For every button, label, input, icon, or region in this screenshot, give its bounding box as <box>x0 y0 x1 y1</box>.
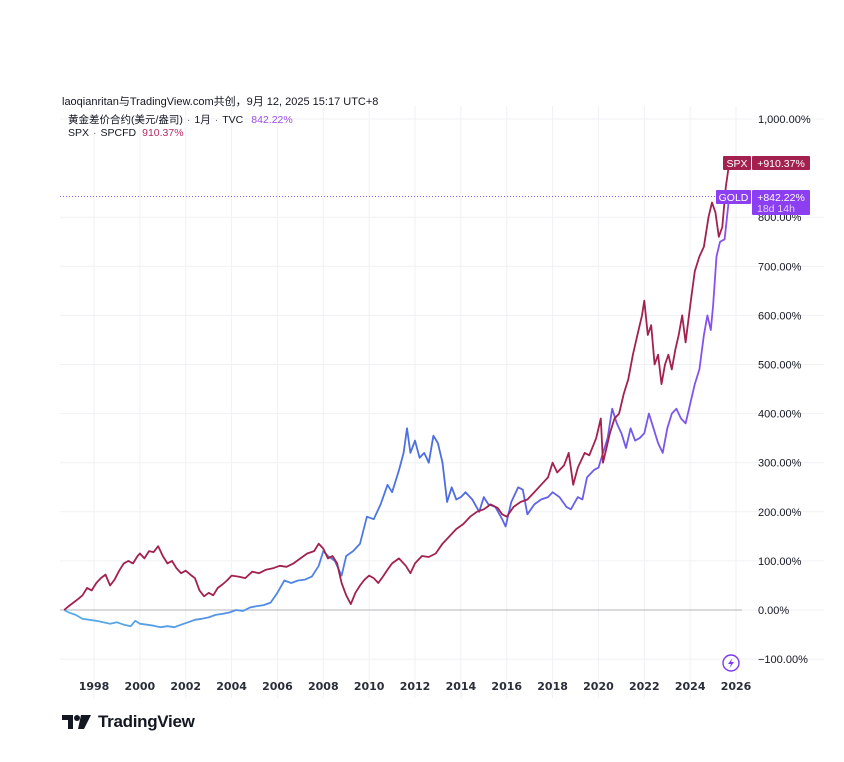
y-tick-label: −100.00% <box>758 654 808 666</box>
gold-badge-value: +842.22% <box>757 192 805 204</box>
y-tick-label: 0.00% <box>758 605 789 617</box>
legend-spx-source: SPCFD <box>100 127 137 139</box>
x-tick-label: 2020 <box>583 680 614 693</box>
x-tick-label: 2014 <box>446 680 477 693</box>
gold-badge-countdown: 18d 14h <box>757 203 795 215</box>
y-tick-label: 200.00% <box>758 507 802 519</box>
gold-badge-label: GOLD <box>719 192 749 204</box>
x-tick-label: 2012 <box>400 680 431 693</box>
x-tick-label: 2006 <box>262 680 293 693</box>
y-tick-label: 600.00% <box>758 310 802 322</box>
x-tick-label: 2026 <box>721 680 752 693</box>
y-tick-label: 400.00% <box>758 409 802 421</box>
tradingview-wordmark: TradingView <box>98 712 195 731</box>
legend-gold-interval: 1月 <box>194 114 211 126</box>
x-tick-label: 2000 <box>125 680 156 693</box>
spx-series-line <box>63 162 731 611</box>
x-tick-label: 2008 <box>308 680 339 693</box>
legend-spx-value: 910.37% <box>142 127 184 139</box>
x-tick-label: 2016 <box>491 680 522 693</box>
x-tick-label: 2004 <box>216 680 247 693</box>
legend: 黄金差价合约(美元/盎司) · 1月 · TVC 842.22% SPX · S… <box>68 114 293 140</box>
y-tick-label: 300.00% <box>758 458 802 470</box>
grid <box>60 106 824 698</box>
time-axis[interactable]: 1998 2000 2002 2004 2006 2008 2010 2012 2014 2016… <box>79 680 752 693</box>
spx-badge-label: SPX <box>726 158 747 170</box>
x-tick-label: 2018 <box>537 680 568 693</box>
legend-row-gold[interactable]: 黄金差价合约(美元/盎司) · 1月 · TVC 842.22% <box>68 114 293 126</box>
gold-price-badge[interactable]: GOLD +842.22%18d 14h <box>716 190 810 215</box>
y-tick-label: 100.00% <box>758 556 802 568</box>
chart-attribution: laoqianritan与TradingView.com共创，9月 12, 20… <box>62 96 379 108</box>
tradingview-logo[interactable]: TradingView <box>62 712 195 732</box>
legend-row-spx[interactable]: SPX · SPCFD 910.37% <box>68 127 184 139</box>
x-tick-label: 2022 <box>629 680 660 693</box>
y-tick-label: 700.00% <box>758 261 802 273</box>
legend-spx-name: SPX <box>68 127 90 139</box>
y-tick-label: 500.00% <box>758 360 802 372</box>
spx-price-badge[interactable]: SPX +910.37% <box>723 156 810 170</box>
x-tick-label: 2010 <box>354 680 385 693</box>
lightning-bolt-icon[interactable] <box>722 654 740 672</box>
tradingview-logo-icon <box>62 715 91 729</box>
legend-gold-value: 842.22% <box>251 114 293 126</box>
legend-gold-source: TVC <box>222 114 244 126</box>
y-tick-label: 1,000.00% <box>758 114 811 126</box>
gold-series-line <box>63 196 731 629</box>
x-tick-label: 1998 <box>79 680 110 693</box>
y-tick-label: 800.00% <box>758 212 802 224</box>
spx-badge-value: +910.37% <box>757 158 805 170</box>
x-tick-label: 2024 <box>675 680 706 693</box>
price-axis[interactable]: 1,000.00% 800.00% 700.00% 600.00% 500.00% 400… <box>758 114 811 666</box>
legend-gold-name: 黄金差价合约(美元/盎司) <box>68 114 183 126</box>
x-tick-label: 2002 <box>170 680 201 693</box>
